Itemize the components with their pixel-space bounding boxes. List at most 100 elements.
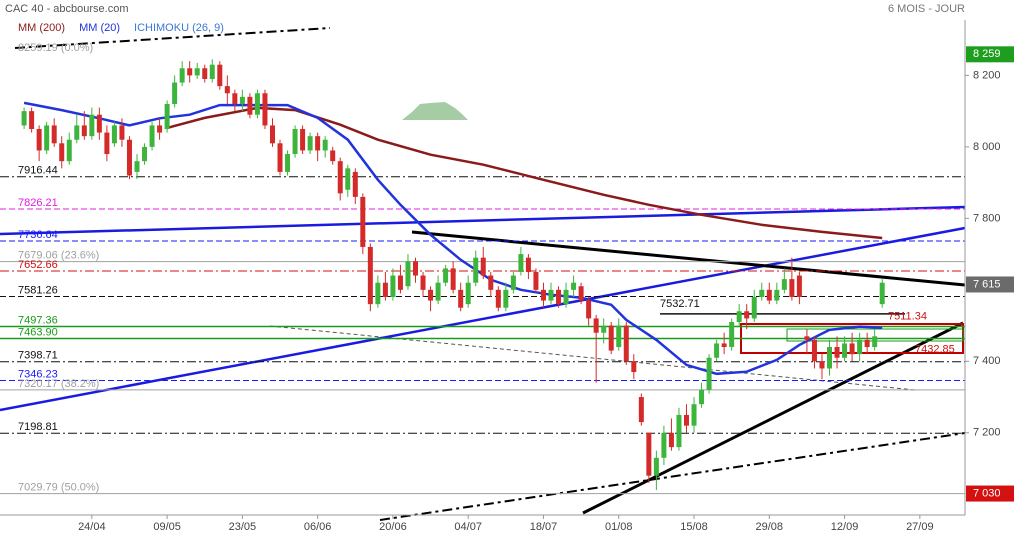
candle-body bbox=[601, 325, 607, 333]
candle-body bbox=[766, 289, 772, 301]
trend-line bbox=[269, 325, 916, 391]
candle-body bbox=[239, 96, 245, 104]
candle-body bbox=[300, 129, 306, 151]
candle-body bbox=[638, 397, 644, 423]
price-marker-label: 7 030 bbox=[973, 487, 1001, 499]
candle-body bbox=[706, 357, 712, 390]
candle-body bbox=[254, 93, 260, 115]
candle-body bbox=[668, 432, 674, 448]
candle-body bbox=[661, 432, 667, 458]
level-label: 7652.66 bbox=[18, 259, 58, 271]
level-label: 7532.71 bbox=[660, 298, 700, 310]
candle-body bbox=[721, 343, 727, 348]
y-tick-label: 8 200 bbox=[973, 69, 1001, 81]
candle-body bbox=[420, 275, 426, 290]
level-label: 7581.26 bbox=[18, 284, 58, 296]
x-tick-label: 29/08 bbox=[756, 521, 784, 533]
level-label: 7346.23 bbox=[18, 368, 58, 380]
level-label: 7029.79 (50.0%) bbox=[18, 482, 99, 494]
candle-body bbox=[194, 68, 200, 76]
candle-body bbox=[458, 289, 464, 308]
chart-title: CAC 40 - abcbourse.com bbox=[5, 3, 129, 15]
x-tick-label: 23/05 bbox=[229, 521, 257, 533]
candle-body bbox=[781, 279, 787, 290]
candle-body bbox=[450, 268, 456, 290]
x-tick-label: 18/07 bbox=[530, 521, 558, 533]
candle-body bbox=[864, 339, 870, 348]
trend-line bbox=[379, 432, 966, 521]
candle-body bbox=[187, 68, 193, 76]
price-marker-label: 7 615 bbox=[973, 278, 1001, 290]
candle-body bbox=[142, 146, 148, 162]
candle-body bbox=[382, 282, 388, 297]
candle-body bbox=[217, 64, 223, 87]
drawings bbox=[0, 27, 966, 521]
price-marker bbox=[966, 276, 1014, 293]
candle-body bbox=[111, 125, 117, 144]
y-tick-label: 7 400 bbox=[973, 355, 1001, 367]
candle-body bbox=[360, 196, 366, 247]
candle-body bbox=[179, 68, 185, 83]
y-tick-label: 7 200 bbox=[973, 427, 1001, 439]
candle-body bbox=[149, 125, 155, 147]
candle-body bbox=[834, 347, 840, 358]
candle-body bbox=[691, 404, 697, 426]
candle-body bbox=[653, 457, 659, 476]
plot bbox=[21, 59, 885, 490]
candle-body bbox=[428, 289, 434, 301]
candle-body bbox=[556, 289, 562, 305]
candle-body bbox=[397, 275, 403, 290]
candle-body bbox=[804, 336, 810, 340]
trend-line bbox=[0, 226, 966, 412]
candle-body bbox=[510, 275, 516, 290]
candle-body bbox=[89, 114, 95, 137]
candle-body bbox=[578, 286, 584, 301]
candle-body bbox=[623, 325, 629, 362]
x-tick-label: 09/05 bbox=[153, 521, 181, 533]
level-label: 7916.44 bbox=[18, 165, 58, 177]
candle-body bbox=[518, 254, 524, 272]
level-label: 7736.64 bbox=[18, 229, 58, 241]
candle-body bbox=[789, 279, 795, 297]
candle-body bbox=[322, 139, 328, 151]
candle-body bbox=[879, 282, 885, 305]
candle-body bbox=[405, 261, 411, 287]
x-tick-label: 12/09 bbox=[831, 521, 859, 533]
level-label: 7398.71 bbox=[18, 350, 58, 362]
candle-body bbox=[307, 136, 313, 151]
candle-body bbox=[827, 347, 833, 369]
axes: 7 200 7 400 7 800 8 000 8 200 24/04 09/05 23/05… bbox=[78, 46, 1014, 533]
x-tick-label: 24/04 bbox=[78, 521, 106, 533]
candle-body bbox=[36, 129, 42, 151]
candle-body bbox=[744, 311, 750, 319]
candle-body bbox=[21, 111, 27, 126]
level-label: 7432.85 bbox=[915, 343, 955, 355]
candle-body bbox=[849, 343, 855, 355]
candle-body bbox=[729, 322, 735, 348]
candle-body bbox=[714, 343, 720, 358]
candle-body bbox=[646, 432, 652, 476]
level-label: 7679.06 (23.6%) bbox=[18, 249, 99, 261]
candle-body bbox=[337, 161, 343, 194]
candle-body bbox=[811, 339, 817, 362]
candle-body bbox=[819, 361, 825, 369]
level-label: 8259.19 (0.0%) bbox=[18, 42, 93, 54]
candle-body bbox=[352, 171, 358, 197]
candle-body bbox=[525, 257, 531, 272]
legend: MM (200) MM (20) ICHIMOKU (26, 9) bbox=[18, 22, 224, 34]
candle-body bbox=[699, 389, 705, 405]
levels: 8259.19 (0.0%) 7916.44 7826.21 7736.64 7679.… bbox=[0, 42, 965, 495]
level-label: 7826.21 bbox=[18, 197, 58, 209]
legend-entry: MM (20) bbox=[79, 22, 120, 34]
level-label: 7198.81 bbox=[18, 421, 58, 433]
candle-body bbox=[488, 275, 494, 290]
candle-body bbox=[857, 339, 863, 355]
candle-body bbox=[390, 275, 396, 297]
candle-body bbox=[872, 336, 878, 348]
candle-body bbox=[345, 168, 351, 190]
ichimoku-cloud bbox=[402, 102, 468, 120]
trend-line bbox=[582, 321, 964, 515]
candle-body bbox=[157, 125, 163, 133]
